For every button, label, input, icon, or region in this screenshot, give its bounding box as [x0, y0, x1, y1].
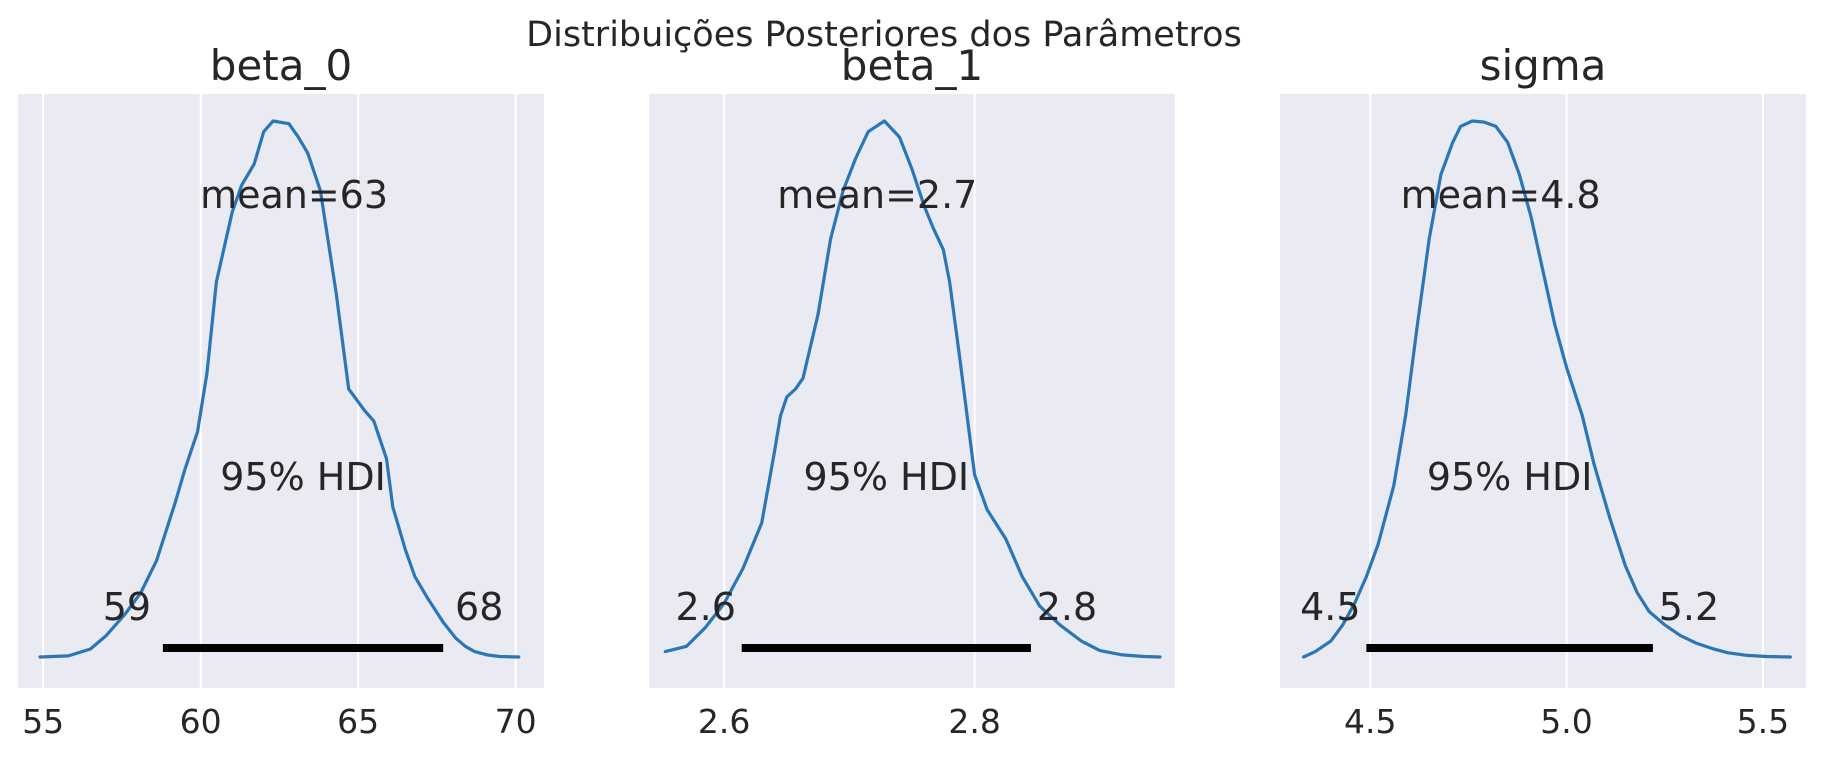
panel-beta_1: beta_1 2.6 2.8 95% HDI mean=2.7 2.6 2.8: [649, 41, 1175, 741]
panel-title: beta_0: [210, 41, 352, 90]
x-tick-label: 70: [495, 702, 537, 741]
hdi-text: 95% HDI: [1427, 455, 1593, 499]
x-tick-label: 65: [337, 702, 379, 741]
hdi-upper-label: 2.8: [1037, 585, 1097, 629]
x-tick-label: 2.6: [698, 702, 750, 741]
density-curve: [38, 119, 521, 659]
axes-background: [1280, 94, 1806, 688]
mean-label: mean=63: [200, 173, 388, 217]
hdi-lower-label: 4.5: [1300, 585, 1360, 629]
panels-container: beta_0 59 68 95% HDI mean=63 55 60 65 70 beta_1 2.…: [18, 41, 1806, 741]
panel-title: beta_1: [841, 41, 983, 90]
density-curve: [663, 119, 1162, 659]
x-tick-label: 55: [22, 702, 64, 741]
axes-background: [649, 94, 1175, 688]
panel-sigma: sigma 4.5 5.2 95% HDI mean=4.8 4.5 5.0 5.5: [1280, 41, 1806, 741]
x-tick-label: 2.8: [948, 702, 1000, 741]
axes-background: [18, 94, 544, 688]
density-curve: [1301, 119, 1792, 659]
mean-label: mean=2.7: [777, 173, 977, 217]
hdi-upper-label: 5.2: [1659, 585, 1719, 629]
x-tick-label: 4.5: [1344, 702, 1396, 741]
hdi-text: 95% HDI: [220, 455, 386, 499]
figure-suptitle: Distribuições Posteriores dos Parâmetros: [526, 15, 1242, 55]
hdi-upper-label: 68: [455, 585, 503, 629]
hdi-lower-label: 59: [103, 585, 151, 629]
hdi-text: 95% HDI: [804, 455, 970, 499]
mean-label: mean=4.8: [1401, 173, 1601, 217]
panel-title: sigma: [1480, 41, 1607, 90]
hdi-lower-label: 2.6: [675, 585, 735, 629]
x-tick-label: 60: [180, 702, 222, 741]
panel-beta_0: beta_0 59 68 95% HDI mean=63 55 60 65 70: [18, 41, 544, 741]
x-tick-label: 5.5: [1737, 702, 1789, 741]
x-tick-label: 5.0: [1540, 702, 1592, 741]
